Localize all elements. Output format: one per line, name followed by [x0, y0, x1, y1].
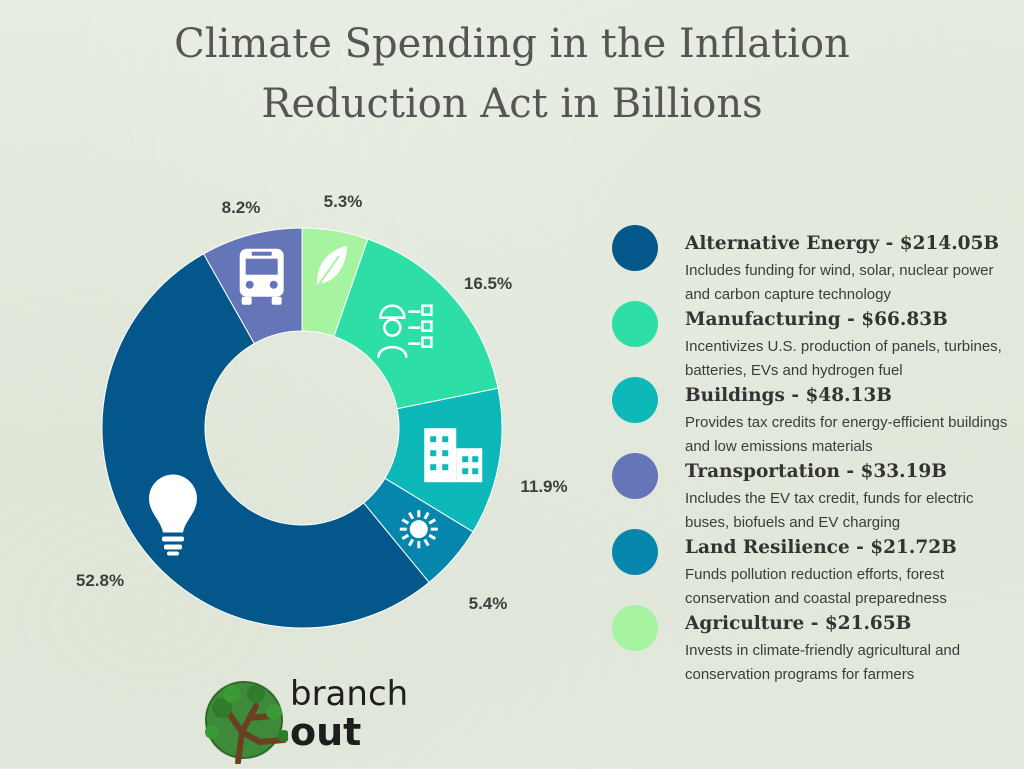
legend-item-buildings: Buildings - $48.13B Provides tax credits… [612, 377, 1022, 455]
legend-item-manufacturing: Manufacturing - $66.83B Incentivizes U.S… [612, 301, 1022, 379]
bus-icon [239, 248, 284, 305]
legend-swatch [612, 605, 658, 651]
legend: Alternative Energy - $214.05B Includes f… [612, 225, 1022, 683]
worker-icon [377, 304, 433, 358]
legend-description: Incentivizes U.S. production of panels, … [685, 338, 1002, 379]
legend-heading: Manufacturing - $66.83B [685, 309, 948, 330]
legend-item-agriculture: Agriculture - $21.65B Invests in climate… [612, 605, 1022, 683]
legend-description: Invests in climate-friendly agricultural… [685, 642, 961, 683]
legend-description: Provides tax credits for energy-efficien… [685, 414, 1008, 455]
legend-item-alternative-energy: Alternative Energy - $214.05B Includes f… [612, 225, 1022, 303]
pct-label-buildings: 11.9% [520, 477, 568, 496]
pct-label-transportation: 8.2% [221, 198, 261, 217]
logo-text-out: out [290, 710, 362, 754]
legend-swatch [612, 301, 658, 347]
pct-label-agriculture: 5.3% [323, 192, 363, 211]
legend-description: Funds pollution reduction efforts, fores… [685, 566, 947, 607]
legend-heading: Buildings - $48.13B [685, 385, 892, 406]
pct-label-manufacturing: 16.5% [463, 274, 513, 293]
donut-chart [101, 227, 503, 629]
legend-heading: Land Resilience - $21.72B [685, 537, 957, 558]
legend-swatch [612, 453, 658, 499]
leaf-icon [314, 245, 348, 291]
legend-swatch [612, 529, 658, 575]
legend-heading: Alternative Energy - $214.05B [685, 233, 1000, 254]
tree-logo-icon [205, 681, 290, 765]
legend-swatch [612, 225, 658, 271]
slice-manufacturing [333, 238, 499, 410]
logo-text-branch: branch [290, 674, 409, 714]
lightbulb-icon [148, 474, 197, 556]
slice-alternative-energy [101, 253, 430, 629]
legend-heading: Transportation - $33.19B [685, 461, 947, 482]
sun-icon [399, 510, 438, 549]
pct-label-alternative-energy: 52.8% [75, 571, 125, 590]
branch-out-logo: branch out [198, 672, 428, 765]
legend-description: Includes funding for wind, solar, nuclea… [685, 262, 994, 303]
building-icon [424, 428, 483, 483]
chart-title: Climate Spending in the Inflation Reduct… [0, 14, 1024, 134]
legend-description: Includes the EV tax credit, funds for el… [685, 490, 974, 531]
legend-heading: Agriculture - $21.65B [685, 613, 912, 634]
legend-item-transportation: Transportation - $33.19B Includes the EV… [612, 453, 1022, 531]
pct-label-land-resilience: 5.4% [468, 594, 508, 613]
legend-swatch [612, 377, 658, 423]
legend-item-land-resilience: Land Resilience - $21.72B Funds pollutio… [612, 529, 1022, 607]
title-line-2: Reduction Act in Billions [261, 81, 763, 127]
title-line-1: Climate Spending in the Inflation [174, 21, 850, 67]
